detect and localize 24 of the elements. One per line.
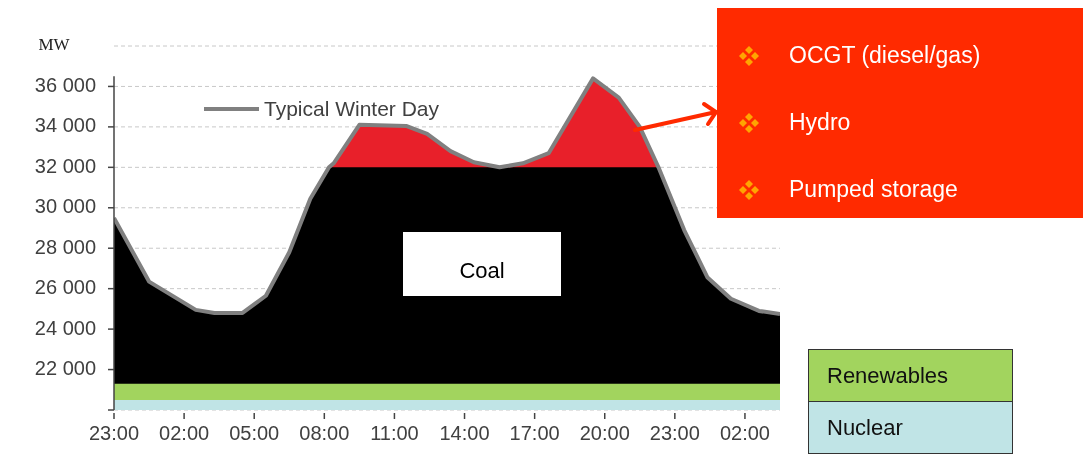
- y-tick-label: 26 000: [34, 276, 96, 299]
- y-tick-label: 28 000: [34, 235, 96, 258]
- y-tick-label: 32 000: [34, 154, 96, 177]
- x-tick-label: 20:00: [579, 421, 630, 444]
- x-tick-label: 23:00: [88, 421, 140, 444]
- x-tick-label: 02:00: [719, 421, 770, 444]
- callout-panel: OCGT (diesel/gas) Hydro Pumped storage: [717, 8, 1083, 218]
- y-tick-label: 36 000: [34, 73, 96, 96]
- y-tick-label: 24 000: [34, 316, 96, 339]
- x-tick-label: 11:00: [370, 421, 419, 444]
- x-tick-label: 08:00: [299, 421, 350, 444]
- label-box: Coal: [403, 232, 561, 297]
- y-tick-label: 34 000: [34, 114, 96, 137]
- legend-label: Typical Winter Day: [264, 97, 440, 121]
- text: Nuclear: [808, 401, 1013, 454]
- y-tick-label: 22 000: [34, 357, 96, 380]
- x-tick-label: 23:00: [649, 421, 700, 444]
- text: Renewables: [808, 349, 1013, 402]
- x-tick-label: 14:00: [439, 421, 490, 444]
- y-axis-title: MW: [38, 35, 71, 55]
- x-tick-label: 05:00: [229, 421, 280, 444]
- x-tick-label: 02:00: [159, 421, 210, 444]
- y-tick-label: 30 000: [34, 195, 96, 218]
- x-tick-label: 17:00: [509, 421, 560, 444]
